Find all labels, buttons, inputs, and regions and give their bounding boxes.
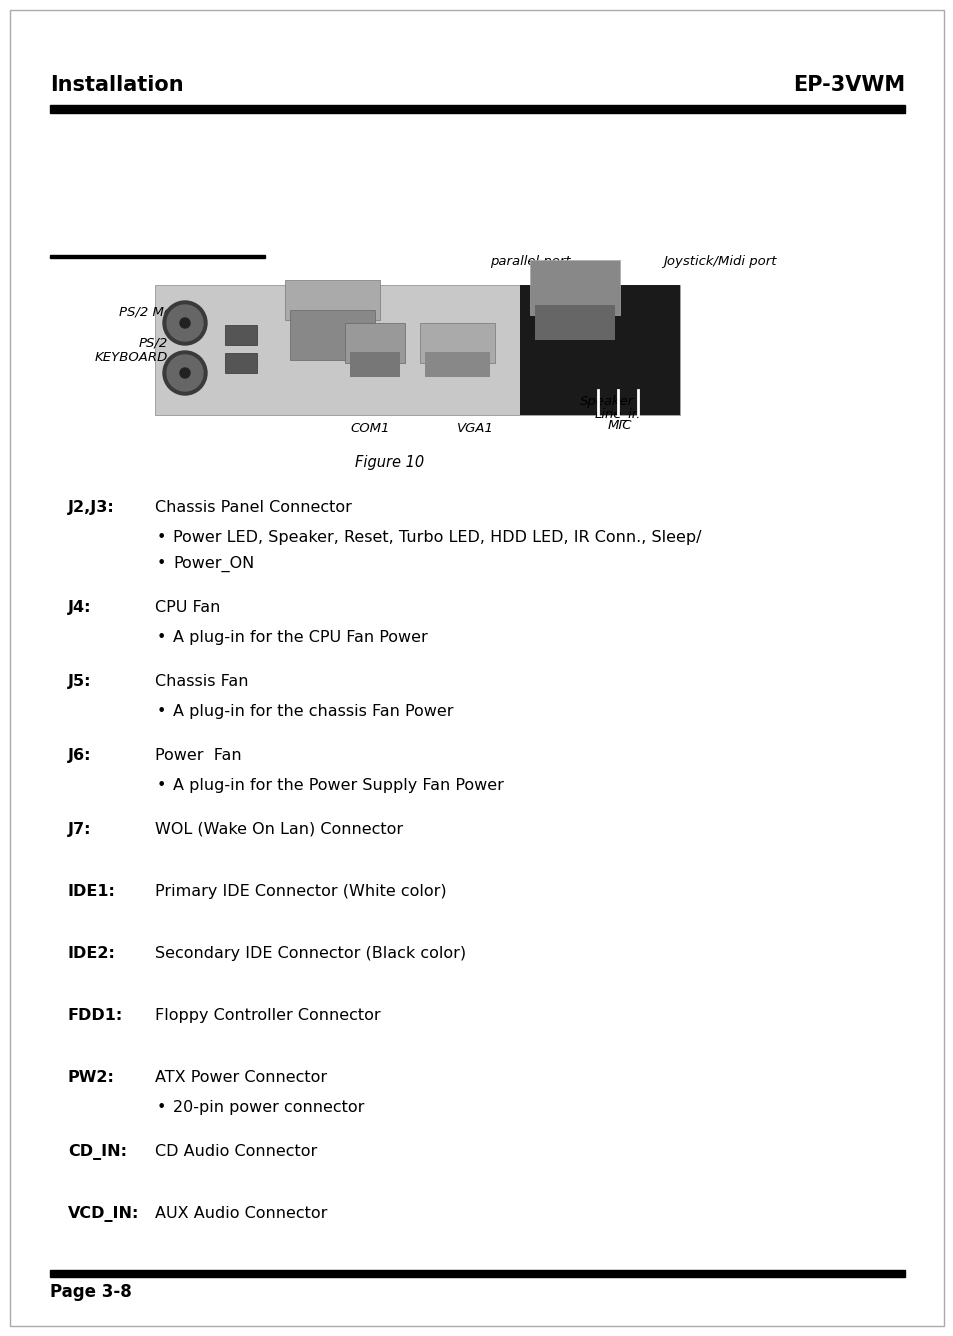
Text: •: • [156, 704, 166, 719]
Text: Primary IDE Connector (White color): Primary IDE Connector (White color) [154, 884, 446, 899]
Text: CD_IN:: CD_IN: [68, 1144, 127, 1160]
Text: J7:: J7: [68, 822, 91, 836]
Text: Chassis Fan: Chassis Fan [154, 673, 248, 689]
Bar [519, 285, 679, 415]
Bar [225, 325, 256, 345]
Text: FDD1:: FDD1: [68, 1007, 123, 1023]
Text: IDE1:: IDE1: [68, 884, 115, 899]
Text: Installation: Installation [50, 75, 183, 95]
Text: Chassis Panel Connector: Chassis Panel Connector [154, 500, 352, 514]
Text: ATX Power Connector: ATX Power Connector [154, 1070, 327, 1085]
Circle shape [167, 305, 203, 341]
Text: A plug-in for the chassis Fan Power: A plug-in for the chassis Fan Power [172, 704, 453, 719]
Bar [50, 255, 265, 258]
Bar [350, 351, 399, 377]
Text: •: • [156, 631, 166, 645]
Text: PS/2 Mouse: PS/2 Mouse [118, 306, 194, 318]
Text: J5:: J5: [68, 673, 91, 689]
Text: VGA1: VGA1 [456, 422, 493, 436]
Text: Page 3-8: Page 3-8 [50, 1283, 132, 1301]
Text: •: • [156, 556, 166, 570]
Text: •: • [156, 778, 166, 794]
Bar [419, 323, 495, 363]
Text: Figure 10: Figure 10 [355, 456, 424, 470]
Text: WOL (Wake On Lan) Connector: WOL (Wake On Lan) Connector [154, 822, 403, 836]
Circle shape [180, 367, 190, 378]
Text: J2,J3:: J2,J3: [68, 500, 114, 514]
Text: •: • [156, 530, 166, 545]
Text: PS/2
KEYBOARD: PS/2 KEYBOARD [94, 335, 168, 363]
Text: CD Audio Connector: CD Audio Connector [154, 1144, 317, 1160]
Text: Speaker: Speaker [579, 395, 634, 407]
Text: COM1: COM1 [350, 422, 389, 436]
Text: Floppy Controller Connector: Floppy Controller Connector [154, 1007, 380, 1023]
Text: 20-pin power connector: 20-pin power connector [172, 1100, 364, 1116]
Bar [225, 353, 256, 373]
Text: J6:: J6: [68, 748, 91, 763]
Text: USB port: USB port [297, 297, 356, 310]
Text: MIC: MIC [607, 420, 632, 432]
Text: PW2:: PW2: [68, 1070, 114, 1085]
Text: AUX Audio Connector: AUX Audio Connector [154, 1206, 327, 1221]
Text: IDE2:: IDE2: [68, 946, 115, 961]
Circle shape [163, 301, 207, 345]
Text: VCD_IN:: VCD_IN: [68, 1206, 139, 1222]
Text: Line_in: Line_in [595, 407, 640, 420]
Text: A plug-in for the CPU Fan Power: A plug-in for the CPU Fan Power [172, 631, 427, 645]
Bar [50, 106, 904, 114]
Text: J4:: J4: [68, 600, 91, 615]
Text: Secondary IDE Connector (Black color): Secondary IDE Connector (Black color) [154, 946, 466, 961]
Bar [290, 310, 375, 359]
Text: CPU Fan: CPU Fan [154, 600, 220, 615]
Bar [345, 323, 405, 363]
Text: Power  Fan: Power Fan [154, 748, 241, 763]
Text: Power LED, Speaker, Reset, Turbo LED, HDD LED, IR Conn., Sleep/: Power LED, Speaker, Reset, Turbo LED, HD… [172, 530, 700, 545]
Bar [530, 261, 619, 315]
Bar [424, 351, 490, 377]
Circle shape [180, 318, 190, 329]
Text: Power_ON: Power_ON [172, 556, 254, 572]
Text: •: • [156, 1100, 166, 1116]
Circle shape [167, 355, 203, 391]
Text: A plug-in for the Power Supply Fan Power: A plug-in for the Power Supply Fan Power [172, 778, 503, 794]
Bar [535, 305, 615, 339]
Text: Joystick/Midi port: Joystick/Midi port [662, 255, 776, 269]
Text: parallel port: parallel port [489, 255, 570, 269]
Bar [285, 281, 379, 321]
Circle shape [163, 351, 207, 395]
Bar [154, 285, 679, 415]
Bar [50, 1271, 904, 1277]
Text: EP-3VWM: EP-3VWM [792, 75, 904, 95]
